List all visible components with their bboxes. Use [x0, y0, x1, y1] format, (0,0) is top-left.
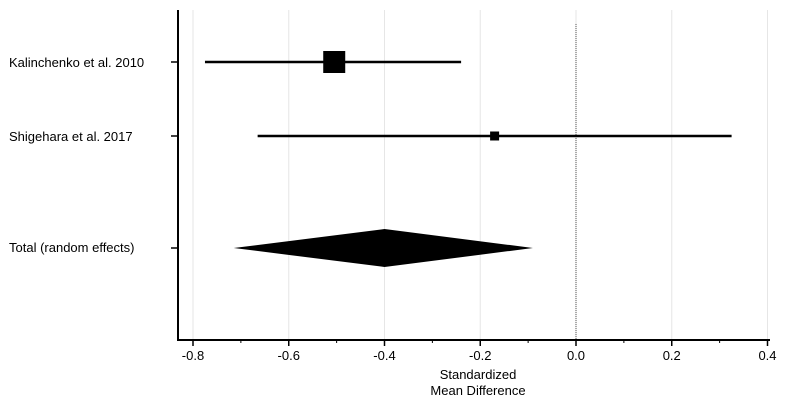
x-tick-label: -0.4 [373, 348, 395, 363]
x-tick-label: 0.0 [567, 348, 585, 363]
point-estimate-square [490, 131, 500, 141]
x-tick-label: -0.8 [182, 348, 204, 363]
x-tick-label: 0.4 [758, 348, 776, 363]
x-axis-title-line-2: Mean Difference [430, 383, 525, 398]
x-tick-label: 0.2 [663, 348, 681, 363]
pooled-diamond [233, 229, 533, 267]
x-tick-label: -0.6 [278, 348, 300, 363]
study-label: Shigehara et al. 2017 [9, 129, 133, 144]
pooled-label: Total (random effects) [9, 240, 134, 255]
gridlines [192, 10, 768, 340]
x-ticks: -0.8 -0.6 -0.4 -0.2 0.0 0.2 0.4 [182, 340, 777, 363]
point-estimate-square [323, 51, 346, 73]
study-label: Kalinchenko et al. 2010 [9, 55, 144, 70]
x-axis-title-line-1: Standardized [440, 367, 517, 382]
study-rows: Kalinchenko et al. 2010 Shigehara et al. … [9, 51, 732, 249]
x-tick-label: -0.2 [469, 348, 491, 363]
